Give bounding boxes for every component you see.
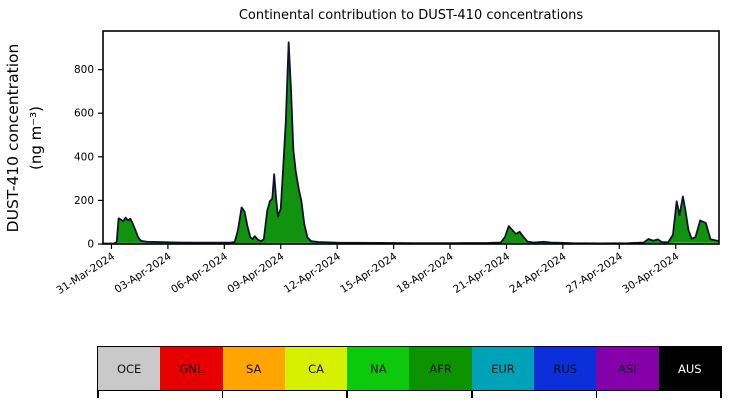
legend-item-oce: OCE bbox=[98, 347, 161, 390]
legend-item-eur: EUR bbox=[471, 347, 535, 390]
y-tick-label: 200 bbox=[74, 195, 94, 207]
legend-item-sa: SA bbox=[222, 347, 285, 390]
legend-item-aus: AUS bbox=[658, 347, 721, 390]
plot-border bbox=[102, 30, 720, 245]
x-tick-label: 15-Apr-2024 bbox=[338, 250, 399, 296]
legend-item-gnl: GNL bbox=[160, 347, 223, 390]
legend-axis-tick bbox=[595, 390, 598, 398]
continent-legend: OCE GNL SA CA NA AFR EUR RUS ASI AUS bbox=[97, 346, 722, 391]
legend-axis-tick bbox=[346, 390, 348, 398]
x-tick-label: 27-Apr-2024 bbox=[564, 250, 625, 296]
y-tick-label: 400 bbox=[74, 151, 94, 163]
legend-item-rus: RUS bbox=[534, 347, 597, 390]
x-tick-label: 12-Apr-2024 bbox=[282, 250, 343, 296]
x-tick-label: 30-Apr-2024 bbox=[620, 250, 681, 296]
legend-axis-tick bbox=[97, 390, 99, 398]
x-tick-label: 18-Apr-2024 bbox=[395, 250, 456, 296]
y-tick-label: 800 bbox=[74, 64, 94, 76]
x-tick-label: 31-Mar-2024 bbox=[55, 250, 118, 297]
legend-axis-tick bbox=[471, 390, 473, 398]
x-tick-label: 09-Apr-2024 bbox=[225, 250, 286, 296]
x-tick-label: 03-Apr-2024 bbox=[113, 250, 174, 296]
dust-timeseries-chart: Continental contribution to DUST-410 con… bbox=[4, 8, 720, 297]
afr-area bbox=[103, 42, 719, 244]
y-axis-label-line2: (ng m⁻³) bbox=[27, 106, 45, 170]
x-tick-label: 21-Apr-2024 bbox=[451, 250, 512, 296]
legend-item-asi: ASI bbox=[596, 347, 659, 390]
total-line bbox=[102, 41, 720, 245]
y-axis-label-line1: DUST-410 concentration bbox=[4, 44, 22, 233]
chart-title: Continental contribution to DUST-410 con… bbox=[239, 8, 584, 23]
legend-axis-tick bbox=[720, 390, 722, 398]
x-tick-label: 24-Apr-2024 bbox=[508, 250, 569, 296]
y-tick-label: 600 bbox=[74, 108, 94, 120]
legend-item-na: NA bbox=[347, 347, 410, 390]
legend-item-ca: CA bbox=[284, 347, 348, 390]
legend-axis-tick bbox=[221, 390, 224, 398]
x-tick-label: 06-Apr-2024 bbox=[169, 250, 230, 296]
legend-item-afr: AFR bbox=[409, 347, 472, 390]
y-tick-label: 0 bbox=[87, 239, 94, 251]
